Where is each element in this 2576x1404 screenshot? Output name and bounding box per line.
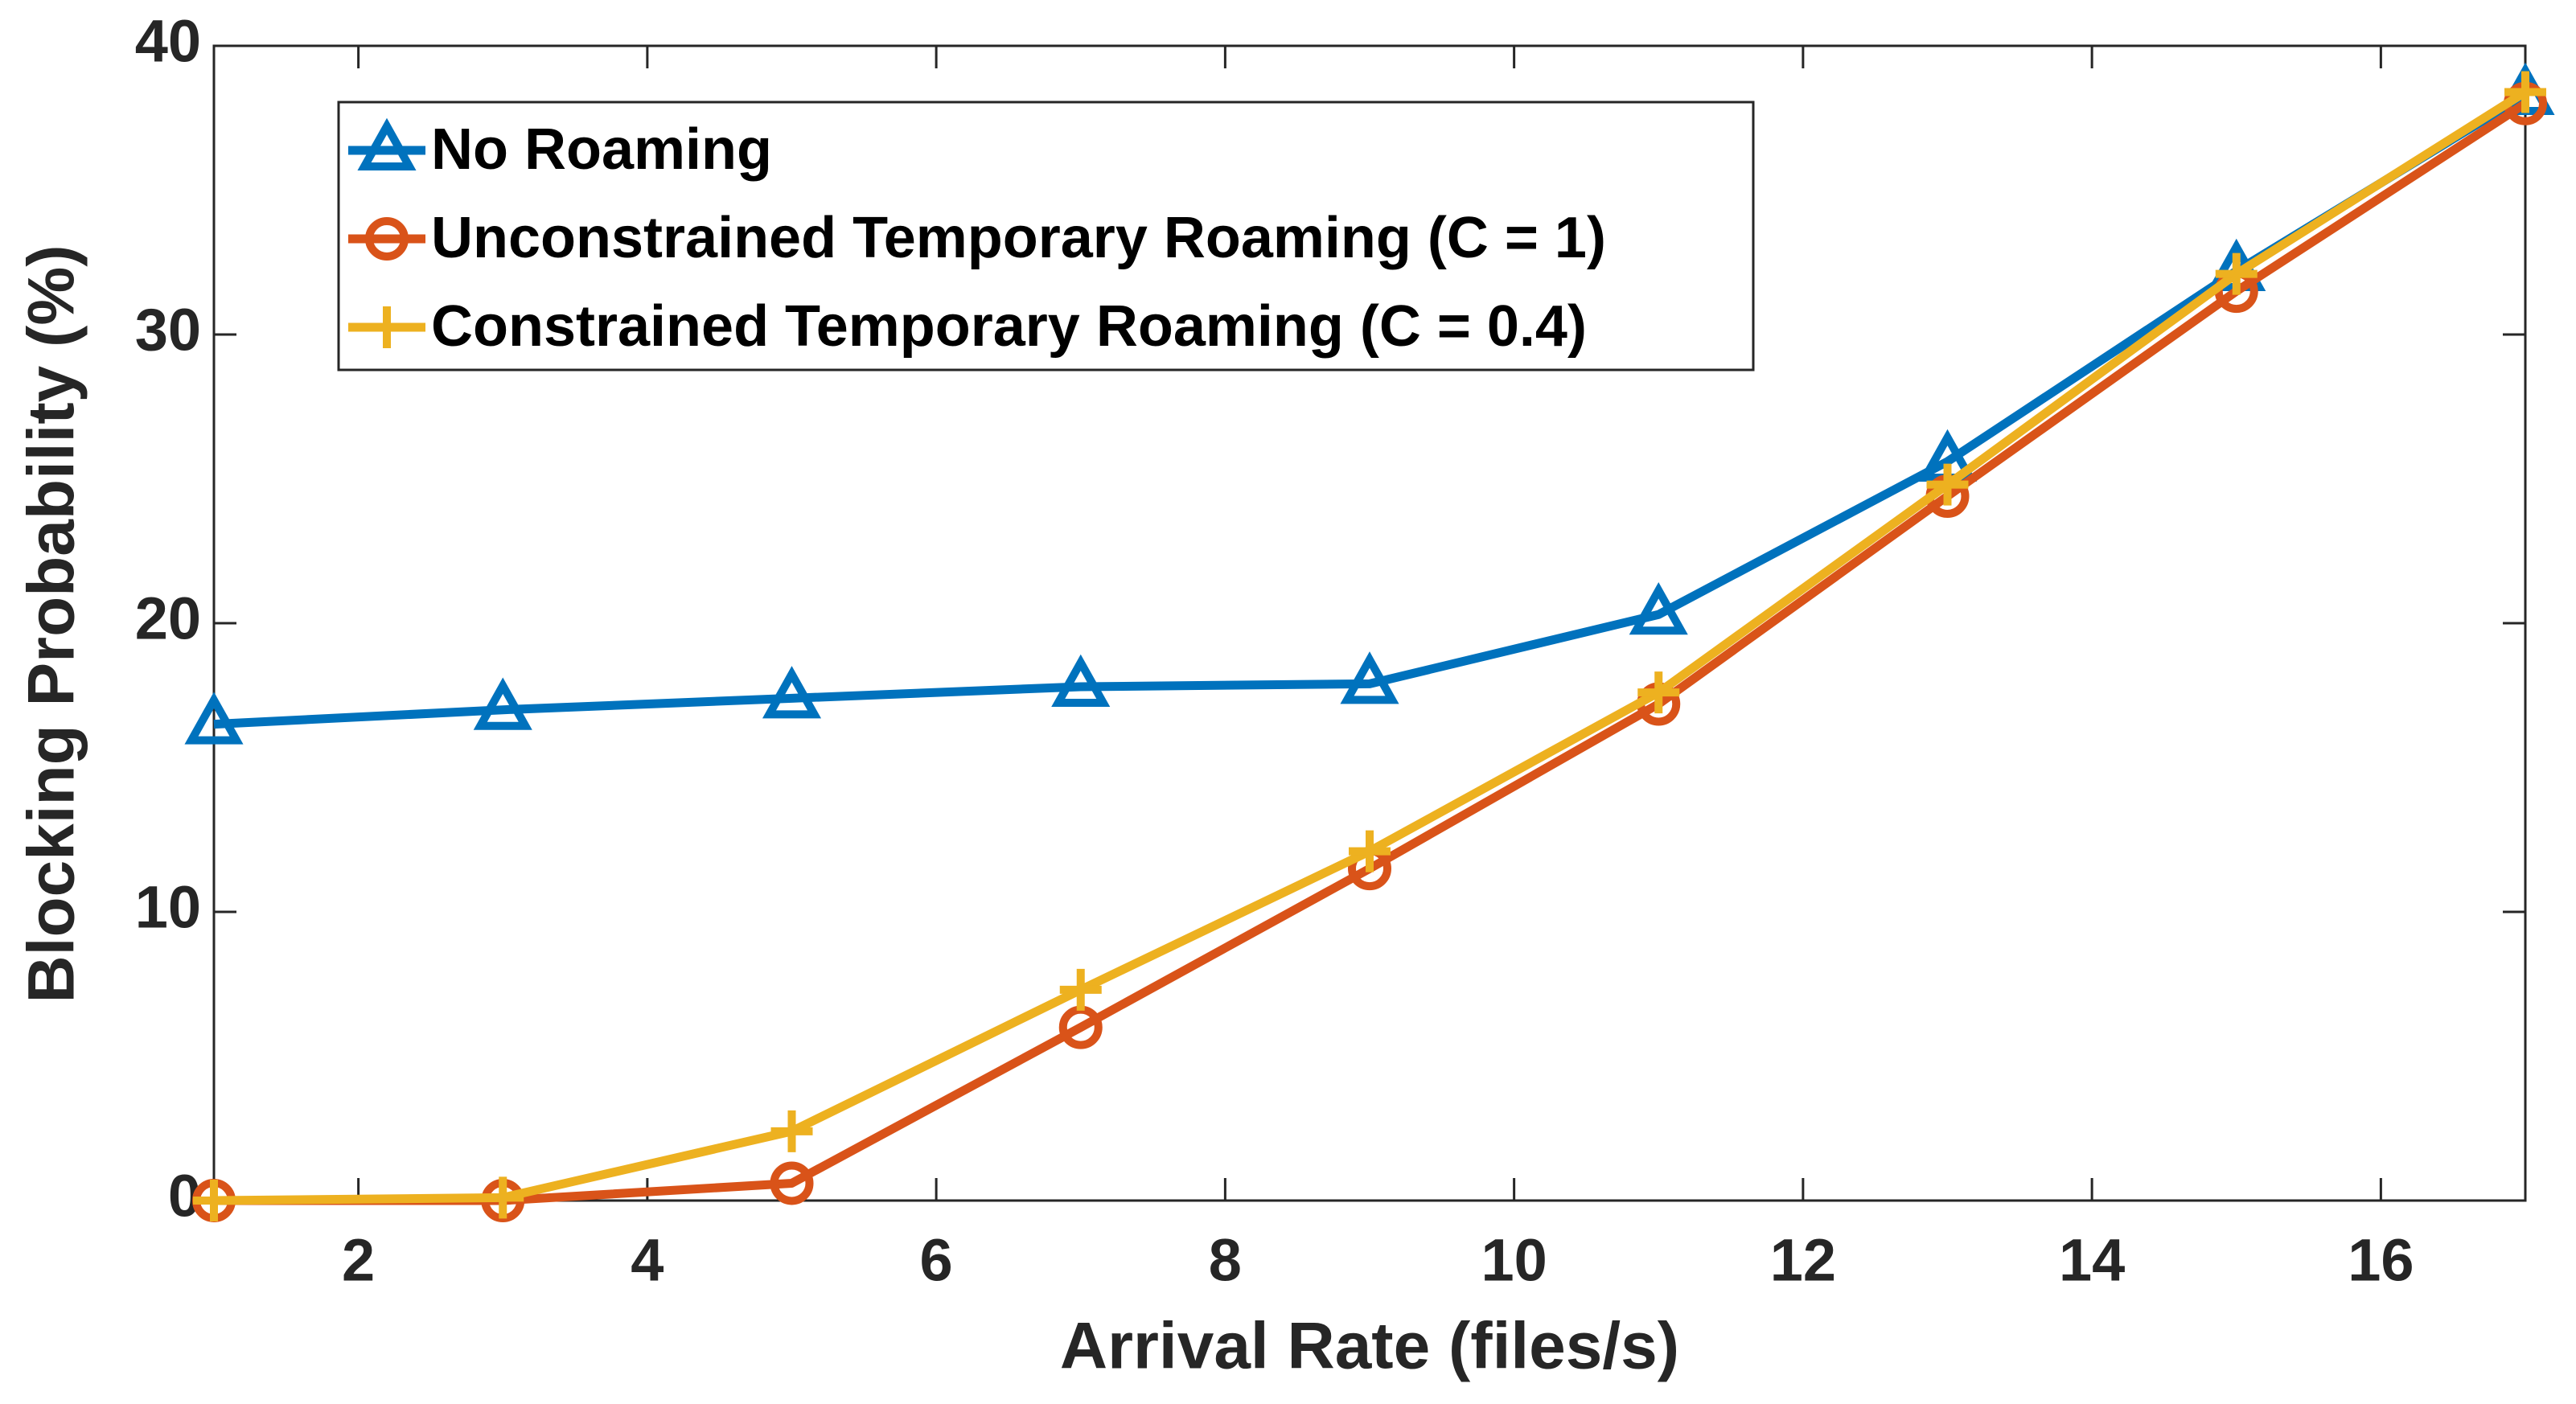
legend-label: Unconstrained Temporary Roaming (C = 1): [431, 206, 1606, 270]
legend-marker: [366, 306, 408, 348]
marker: [770, 1161, 814, 1205]
marker: [473, 677, 532, 730]
y-tick-label: 30: [135, 297, 201, 363]
marker: [2504, 71, 2546, 113]
marker: [1349, 830, 1391, 872]
marker: [482, 1176, 524, 1219]
legend-marker: [357, 117, 417, 170]
marker: [1926, 463, 1969, 506]
x-tick-label: 4: [631, 1227, 664, 1294]
marker: [1059, 968, 1102, 1011]
x-tick-label: 10: [1481, 1227, 1547, 1294]
legend-marker: [365, 217, 409, 261]
x-tick-label: 2: [342, 1227, 375, 1294]
marker: [762, 666, 822, 719]
x-tick-label: 12: [1770, 1227, 1836, 1294]
marker: [1340, 651, 1399, 704]
legend-label: No Roaming: [431, 117, 772, 182]
legend-box: [337, 101, 1755, 372]
y-tick-label: 20: [135, 585, 201, 652]
marker: [184, 692, 244, 745]
x-tick-label: 6: [920, 1227, 953, 1294]
marker: [2215, 252, 2258, 295]
marker: [1051, 654, 1111, 707]
x-tick-label: 14: [2059, 1227, 2125, 1294]
series-line: [213, 91, 2528, 729]
y-tick-label: 10: [135, 874, 201, 941]
x-tick-label: 8: [1209, 1227, 1242, 1294]
x-axis-label: Arrival Rate (files/s): [1060, 1310, 1679, 1383]
plot-frame: [212, 44, 2527, 1202]
marker: [193, 1180, 235, 1221]
marker: [770, 1110, 813, 1152]
marker: [1637, 671, 1680, 714]
y-tick-label: 40: [135, 8, 201, 75]
x-tick-label: 16: [2348, 1227, 2414, 1294]
y-axis-label: Blocking Probability (%): [15, 244, 88, 1003]
marker: [1629, 581, 1688, 635]
legend-label: Constrained Temporary Roaming (C = 0.4): [431, 294, 1587, 359]
